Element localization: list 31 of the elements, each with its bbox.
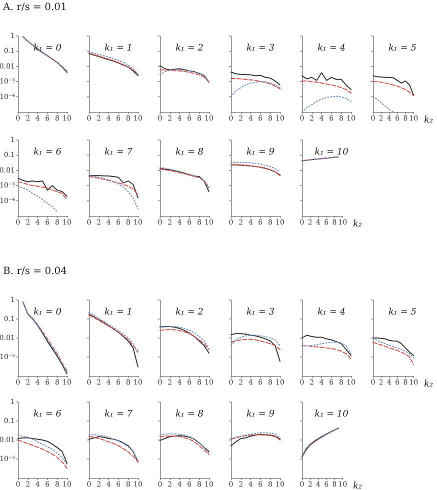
- text: k₁ = 6: [33, 148, 62, 158]
- text: k₁ = 1: [104, 44, 133, 54]
- text: k₁ = 7: [104, 410, 133, 420]
- line-series: [18, 178, 68, 197]
- text: k₁ = 2: [175, 44, 204, 54]
- text: k₁ = 10: [314, 148, 349, 158]
- text: k₁ = 8: [175, 148, 204, 158]
- text: k₁ = 0: [33, 308, 62, 318]
- x-axis-title: k₂: [424, 116, 434, 126]
- text: k₁ = 10: [314, 410, 349, 420]
- line-series: [18, 181, 68, 200]
- text: k₁ = 5: [388, 44, 417, 54]
- text: k₁ = 4: [317, 44, 346, 54]
- line-series: [18, 186, 58, 212]
- text: B. r/s = 0.04: [3, 266, 67, 277]
- x-axis-title: k₂: [352, 220, 362, 230]
- x-axis-title: k₂: [352, 482, 362, 490]
- text: k₁ = 3: [246, 44, 275, 54]
- text: k₁ = 7: [104, 148, 133, 158]
- text: k₁ = 6: [33, 410, 62, 420]
- text: k₁ = 5: [388, 308, 417, 318]
- text: k₁ = 9: [246, 410, 275, 420]
- text: k₁ = 8: [175, 410, 204, 420]
- line-series: [18, 440, 68, 469]
- text: k₁ = 4: [317, 308, 346, 318]
- text: k₁ = 1: [104, 308, 133, 318]
- x-axis-title: k₂: [424, 380, 434, 390]
- text: k₁ = 3: [246, 308, 275, 318]
- text: A. r/s = 0.01: [3, 2, 67, 13]
- text: k₁ = 2: [175, 308, 204, 318]
- text: k₁ = 9: [246, 148, 275, 158]
